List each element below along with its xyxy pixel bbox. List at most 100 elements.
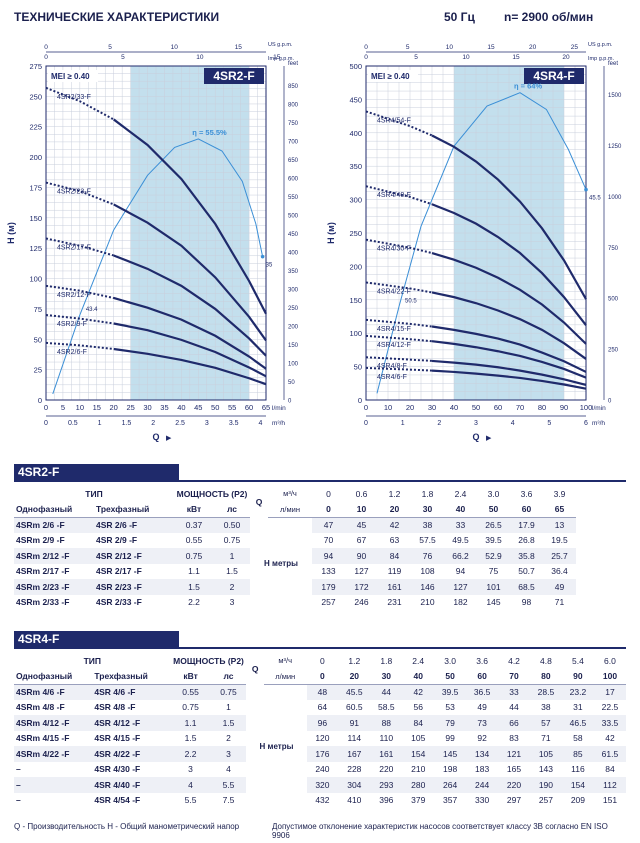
table-cell: 172: [345, 579, 378, 595]
table-cell: 67: [356, 535, 367, 546]
table-cell: Трехфазный: [92, 668, 171, 685]
table-cell: 1.5: [174, 579, 214, 595]
mei-label: MEI ≥ 0.40: [371, 72, 410, 81]
table-cell: 2.4: [412, 655, 425, 666]
table-cell: 0.75: [174, 548, 214, 564]
impgpm-tick-label: 0: [364, 54, 368, 61]
series-curve: [113, 347, 267, 386]
table-cell: 179: [312, 579, 345, 595]
table-cell: 4.2: [508, 655, 520, 666]
page-header: ТЕХНИЧЕСКИЕ ХАРАКТЕРИСТИКИ 50 Гц n= 2900…: [14, 10, 626, 30]
series-curve: [431, 325, 587, 373]
efficiency-end-label: 35: [266, 263, 273, 269]
table-cell: 0: [326, 488, 331, 499]
table-cell: 0.55: [170, 684, 211, 700]
x-tick-label: 50: [211, 403, 219, 412]
x-tick-label: 55: [228, 403, 236, 412]
table-cell: 65: [543, 501, 576, 518]
y-tick-label: 0: [358, 396, 362, 405]
y-tick-label: 500: [349, 62, 362, 71]
series-curve-dashed: [45, 284, 114, 299]
table-row: 4SRm 4/6 -F 4SR 4/6 -F 0.55 0.75 H метры 48 45…: [14, 684, 626, 751]
table-cell: 1.8: [421, 488, 434, 499]
feet-tick-label: 1250: [608, 144, 622, 150]
series-curve: [431, 251, 587, 345]
feet-tick-label: 1000: [608, 195, 622, 201]
table-cell: 4SR 4/12 -F: [92, 715, 171, 731]
series-curve: [431, 359, 587, 387]
model-badge: 4SR4-F: [533, 69, 574, 83]
table-cell: Однофазный: [14, 668, 93, 685]
table-cell: 70: [498, 668, 530, 685]
table-cell: 1.2: [348, 655, 361, 666]
series-label: 4SR4/12-F: [377, 342, 411, 349]
table-cell: 94: [455, 566, 466, 577]
series-curve-dashed: [365, 334, 433, 343]
table-cell: Q: [251, 663, 259, 674]
table-cell: 40: [444, 501, 477, 518]
table-cell: 5.5: [184, 795, 197, 806]
table-header-row: Однофазный Трехфазный кВт лс л/мин 0 20 30 40 50 6…: [14, 668, 626, 685]
table-cell: 47: [312, 517, 345, 533]
table-cell: 84: [378, 548, 411, 564]
table-cell: –: [14, 777, 93, 793]
table-cell: 133: [321, 566, 336, 577]
efficiency-curve: [52, 138, 264, 395]
table-cell: 30: [370, 668, 403, 685]
table-cell: 26.5: [477, 517, 510, 533]
impgpm-tick-label: 5: [414, 54, 418, 61]
series-label: 4SR2/12-F: [57, 292, 91, 299]
table-cell: 0: [306, 668, 339, 685]
series-curve-dashed: [365, 238, 433, 255]
table-cell: л/мин: [268, 501, 312, 518]
table-cell: 1.1: [188, 566, 200, 577]
m3h-unit-label: m³/h: [272, 420, 285, 427]
table-cell: 293: [370, 777, 403, 793]
x-axis-title: Q: [472, 432, 479, 442]
table-cell: 4SR 4/8 -F: [94, 702, 136, 713]
table-cell: 1.5: [210, 715, 247, 731]
table-cell: 60.5: [346, 702, 363, 713]
series-curve: [113, 118, 267, 315]
x-tick-label: 100: [580, 403, 593, 412]
feet-tick-label: 400: [288, 250, 299, 256]
series-curve-dashed: [365, 281, 433, 294]
table-cell: 4SRm 4/12 -F: [14, 715, 93, 731]
table-cell: 45: [345, 517, 378, 533]
table-cell: 80: [529, 668, 562, 685]
model-badge-bg: [204, 68, 264, 84]
x-tick-label: 40: [177, 403, 185, 412]
table-cell: 182: [453, 597, 468, 608]
m3h-tick-label: 1.5: [122, 420, 132, 427]
table-cell: 2.2: [170, 746, 211, 762]
series-label: 4SR2/33-F: [57, 94, 91, 101]
table-cell: 84: [402, 715, 435, 731]
table-cell: 33.5: [593, 715, 626, 731]
x-tick-label: 25: [126, 403, 134, 412]
feet-tick-label: 450: [288, 232, 299, 238]
table-cell: 39.5: [485, 535, 502, 546]
table-cell: 6.0: [604, 655, 616, 666]
table-cell: ТИП: [85, 488, 103, 499]
table-cell: 5.4: [571, 655, 584, 666]
y-axis-title: H (м): [326, 222, 336, 244]
table-cell: 257: [538, 795, 553, 806]
table-cell: 4SRm 2/6 -F: [14, 517, 94, 533]
y-tick-label: 225: [29, 123, 42, 132]
table-cell: 17: [593, 684, 626, 700]
m3h-tick-label: 2.5: [175, 420, 185, 427]
table-cell: 4SR 2/12 -F: [94, 548, 174, 564]
table-cell: 60: [466, 668, 499, 685]
usgpm-tick-label: 10: [171, 44, 179, 51]
feet-tick-label: 250: [608, 348, 619, 354]
table-cell: 167: [338, 746, 371, 762]
table-cell: 161: [370, 746, 403, 762]
series-label: 4SR4/54-F: [377, 117, 411, 124]
table-cell: 4SRm 2/12 -F: [14, 548, 94, 564]
table-cell: м³/ч: [283, 489, 297, 499]
feet-tick-label: 800: [288, 102, 299, 108]
table-cell: 304: [338, 777, 371, 793]
table-cell: 280: [402, 777, 435, 793]
feet-tick-label: 750: [288, 121, 299, 127]
